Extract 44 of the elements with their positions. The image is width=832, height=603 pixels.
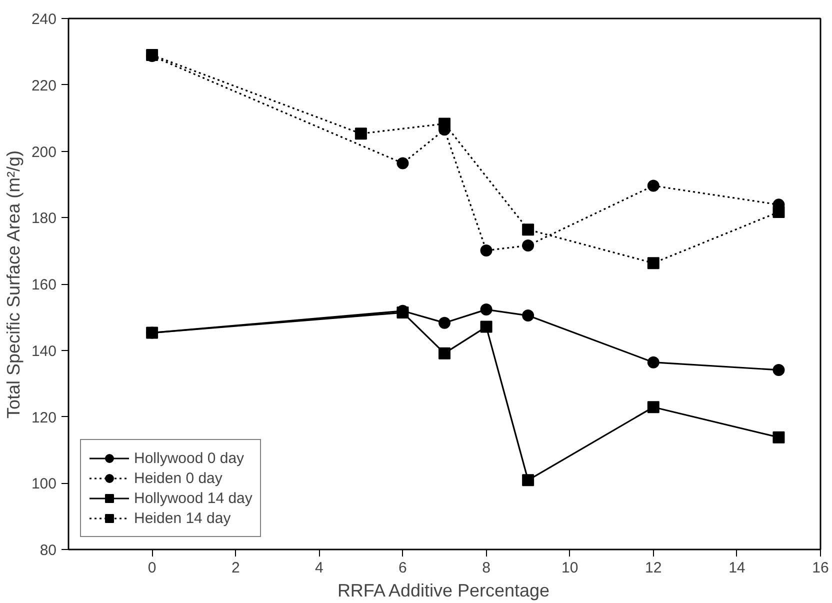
y-tick-label: 80 bbox=[40, 542, 57, 559]
y-tick-label: 220 bbox=[31, 77, 57, 94]
x-tick-label: 2 bbox=[231, 560, 240, 576]
x-tick-label: 4 bbox=[314, 560, 324, 576]
point bbox=[647, 257, 660, 270]
point bbox=[522, 474, 534, 486]
y-tick-label: 100 bbox=[31, 476, 57, 493]
x-tick-label: 12 bbox=[645, 560, 662, 576]
point bbox=[772, 206, 785, 218]
x-tick-label: 10 bbox=[561, 560, 578, 576]
x-axis-title: RRFA Additive Percentage bbox=[337, 580, 550, 600]
y-tick-label: 140 bbox=[31, 342, 57, 360]
point bbox=[438, 118, 450, 130]
y-tick-label: 180 bbox=[31, 210, 57, 228]
point bbox=[522, 310, 534, 322]
point bbox=[480, 304, 492, 316]
y-tick-label: 200 bbox=[31, 144, 57, 161]
x-tick-label: 8 bbox=[482, 560, 490, 576]
x-tick-label: 16 bbox=[812, 560, 829, 576]
point bbox=[438, 316, 450, 329]
legend-label: Hollywood 0 day bbox=[134, 450, 244, 466]
x-tick-label: 14 bbox=[728, 560, 746, 576]
legend-label: Hollywood 14 day bbox=[134, 490, 252, 506]
legend-label: Heiden 0 day bbox=[134, 470, 222, 486]
point bbox=[522, 240, 534, 252]
y-tick-label: 160 bbox=[31, 276, 57, 294]
y-axis-title: Total Specific Surface Area (m²/g) bbox=[3, 150, 24, 419]
point bbox=[438, 347, 450, 360]
y-tick-label: 120 bbox=[31, 409, 57, 426]
point bbox=[354, 128, 367, 140]
point bbox=[647, 180, 660, 192]
y-tick-label: 240 bbox=[31, 11, 57, 28]
x-tick-label: 0 bbox=[148, 560, 156, 576]
point bbox=[647, 356, 660, 368]
point bbox=[522, 224, 534, 236]
point bbox=[647, 401, 660, 414]
point bbox=[396, 157, 409, 170]
point bbox=[146, 326, 158, 339]
point bbox=[772, 364, 785, 376]
point bbox=[772, 431, 785, 444]
point bbox=[480, 244, 492, 256]
legend-label: Heiden 14 day bbox=[134, 510, 231, 526]
x-tick-label: 6 bbox=[398, 560, 407, 576]
point bbox=[480, 320, 492, 333]
